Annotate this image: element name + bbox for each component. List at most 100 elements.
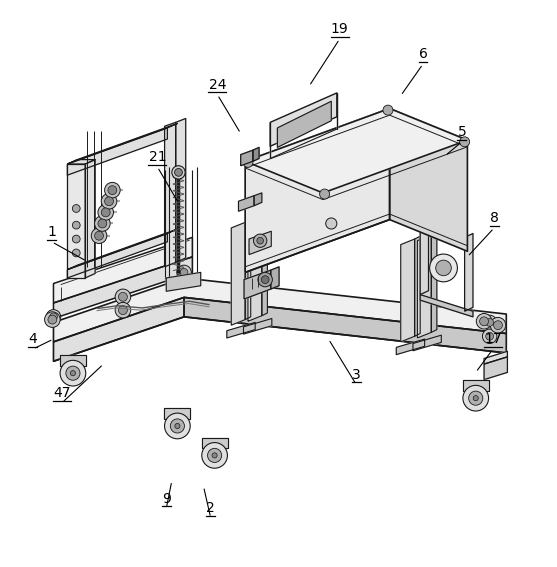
Text: 5: 5 — [457, 125, 466, 139]
Text: 17: 17 — [484, 332, 502, 346]
Text: 3: 3 — [352, 368, 361, 382]
Polygon shape — [417, 235, 431, 338]
Polygon shape — [167, 272, 201, 291]
Circle shape — [175, 273, 190, 289]
Circle shape — [50, 313, 57, 321]
Polygon shape — [270, 93, 337, 146]
Circle shape — [98, 205, 114, 220]
Polygon shape — [414, 236, 420, 336]
Polygon shape — [271, 267, 279, 289]
Text: 8: 8 — [490, 211, 499, 225]
Polygon shape — [245, 108, 390, 272]
Circle shape — [486, 332, 494, 340]
Circle shape — [258, 272, 272, 287]
Circle shape — [115, 302, 131, 318]
Circle shape — [66, 366, 80, 380]
Text: 19: 19 — [331, 22, 349, 36]
Circle shape — [108, 186, 117, 194]
Polygon shape — [67, 128, 167, 175]
Polygon shape — [248, 218, 262, 321]
Polygon shape — [53, 238, 192, 303]
Circle shape — [170, 419, 184, 433]
Circle shape — [480, 317, 488, 325]
Polygon shape — [164, 408, 190, 419]
Circle shape — [482, 315, 497, 329]
Polygon shape — [463, 380, 488, 391]
Circle shape — [257, 238, 263, 244]
Circle shape — [45, 312, 60, 327]
Circle shape — [60, 361, 86, 386]
Polygon shape — [67, 164, 85, 278]
Polygon shape — [53, 297, 184, 361]
Circle shape — [178, 276, 187, 285]
Circle shape — [101, 208, 110, 217]
Polygon shape — [67, 124, 177, 164]
Polygon shape — [245, 219, 251, 320]
Polygon shape — [53, 257, 192, 319]
Circle shape — [243, 158, 253, 167]
Polygon shape — [184, 297, 506, 353]
Circle shape — [72, 235, 80, 243]
Polygon shape — [227, 323, 255, 338]
Polygon shape — [165, 122, 175, 267]
Text: 9: 9 — [162, 492, 170, 506]
Polygon shape — [245, 108, 467, 193]
Polygon shape — [244, 270, 271, 299]
Polygon shape — [413, 335, 441, 351]
Polygon shape — [390, 108, 467, 251]
Circle shape — [164, 413, 190, 439]
Circle shape — [48, 315, 57, 324]
Text: 1: 1 — [47, 225, 56, 239]
Circle shape — [383, 105, 393, 115]
Circle shape — [320, 189, 330, 199]
Circle shape — [91, 228, 107, 243]
Polygon shape — [231, 222, 245, 325]
Circle shape — [261, 276, 269, 284]
Circle shape — [95, 231, 104, 240]
Circle shape — [105, 197, 114, 206]
Circle shape — [101, 193, 117, 209]
Circle shape — [119, 293, 128, 301]
Circle shape — [72, 249, 80, 257]
Polygon shape — [396, 339, 424, 354]
Text: 24: 24 — [209, 78, 226, 92]
Circle shape — [180, 269, 188, 276]
Circle shape — [174, 168, 182, 176]
Polygon shape — [465, 234, 473, 311]
Text: 4: 4 — [28, 332, 37, 346]
Text: 6: 6 — [418, 47, 427, 61]
Circle shape — [72, 205, 80, 213]
Polygon shape — [431, 232, 437, 332]
Circle shape — [494, 321, 502, 329]
Polygon shape — [60, 356, 86, 366]
Polygon shape — [262, 215, 267, 316]
Polygon shape — [238, 196, 254, 211]
Circle shape — [202, 443, 227, 468]
Circle shape — [105, 183, 120, 198]
Polygon shape — [243, 319, 272, 334]
Circle shape — [476, 314, 492, 329]
Circle shape — [473, 396, 478, 401]
Polygon shape — [420, 217, 428, 295]
Polygon shape — [53, 278, 506, 342]
Polygon shape — [67, 159, 95, 164]
Circle shape — [490, 318, 506, 333]
Polygon shape — [277, 101, 331, 147]
Polygon shape — [202, 438, 228, 448]
Polygon shape — [420, 200, 465, 238]
Circle shape — [175, 424, 180, 429]
Circle shape — [460, 137, 470, 147]
Polygon shape — [241, 150, 253, 166]
Circle shape — [486, 319, 494, 326]
Polygon shape — [484, 357, 507, 380]
Text: 2: 2 — [206, 501, 215, 515]
Polygon shape — [67, 229, 177, 270]
Polygon shape — [254, 193, 262, 206]
Circle shape — [95, 215, 110, 231]
Text: 47: 47 — [53, 386, 71, 400]
Circle shape — [212, 453, 217, 458]
Circle shape — [253, 234, 267, 247]
Polygon shape — [420, 295, 473, 317]
Polygon shape — [67, 234, 167, 278]
Circle shape — [46, 310, 61, 324]
